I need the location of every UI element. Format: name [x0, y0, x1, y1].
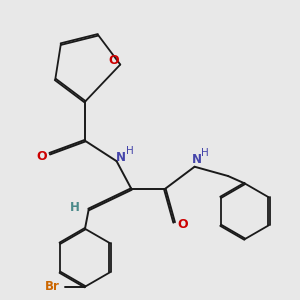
Text: O: O — [108, 54, 119, 67]
Text: O: O — [36, 150, 47, 163]
Text: N: N — [116, 151, 126, 164]
Text: H: H — [126, 146, 134, 156]
Text: H: H — [201, 148, 209, 158]
Text: Br: Br — [45, 280, 60, 293]
Text: N: N — [191, 153, 201, 166]
Text: H: H — [70, 201, 80, 214]
Text: O: O — [177, 218, 188, 231]
